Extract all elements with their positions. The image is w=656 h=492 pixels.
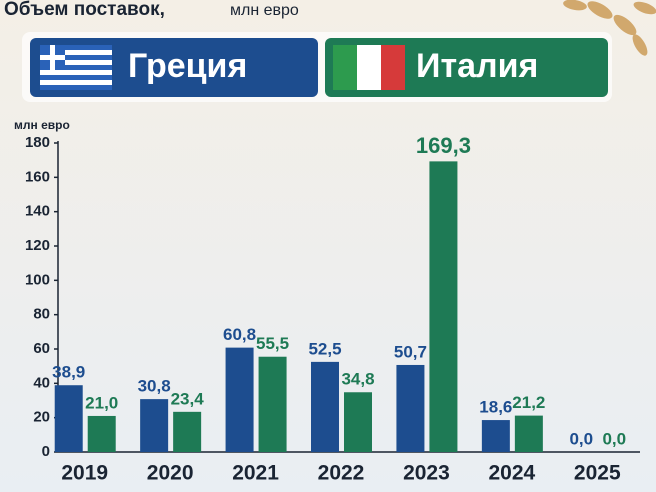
y-tick-label: 80 [33, 306, 50, 323]
y-tick-label: 60 [33, 340, 50, 357]
y-tick-label: 20 [33, 409, 50, 426]
flag-italy [333, 45, 405, 90]
value-label: 55,5 [256, 334, 289, 353]
x-tick-label: 2025 [574, 462, 621, 485]
value-label: 23,4 [171, 389, 205, 408]
bar [140, 399, 169, 452]
value-label: 52,5 [308, 339, 341, 358]
value-label: 0,0 [569, 429, 593, 448]
y-tick-label: 180 [25, 134, 50, 151]
bar [54, 385, 83, 452]
bar [173, 411, 202, 452]
bar [481, 420, 510, 452]
value-label: 50,7 [394, 342, 427, 361]
bar [429, 161, 458, 452]
value-label: 21,2 [512, 393, 545, 412]
value-label: 21,0 [85, 393, 118, 412]
chart-title: Объем поставок, [4, 0, 165, 20]
flag-greece [40, 45, 112, 90]
y-tick-label: 120 [25, 237, 50, 254]
y-tick-label: 100 [25, 271, 50, 288]
value-label: 0,0 [602, 429, 626, 448]
x-tick-label: 2022 [318, 462, 365, 485]
bar [225, 347, 254, 452]
bar [258, 356, 287, 452]
value-label: 18,6 [479, 398, 512, 417]
x-tick-label: 2020 [147, 462, 194, 485]
wheat-decoration [563, 0, 656, 56]
x-tick-label: 2024 [488, 462, 535, 485]
y-tick-label: 40 [33, 374, 50, 391]
chart-subtitle: млн евро [230, 2, 299, 19]
y-axis-label: млн евро [14, 118, 70, 132]
bar [87, 415, 116, 452]
bar [514, 415, 543, 452]
bar [311, 361, 339, 452]
y-tick-label: 0 [42, 443, 50, 460]
value-label: 34,8 [341, 370, 374, 389]
x-tick-label: 2023 [403, 462, 450, 485]
y-tick-label: 160 [25, 168, 50, 185]
value-label: 30,8 [138, 377, 171, 396]
value-label: 38,9 [52, 363, 85, 382]
value-label: 60,8 [223, 325, 256, 344]
value-label: 169,3 [416, 133, 471, 158]
x-tick-label: 2019 [61, 462, 108, 485]
y-tick-label: 140 [25, 203, 50, 220]
bar [396, 364, 425, 452]
legend-label: Греция [128, 47, 247, 85]
bar [344, 392, 372, 452]
x-tick-label: 2021 [232, 462, 279, 485]
legend-label: Италия [416, 47, 538, 85]
